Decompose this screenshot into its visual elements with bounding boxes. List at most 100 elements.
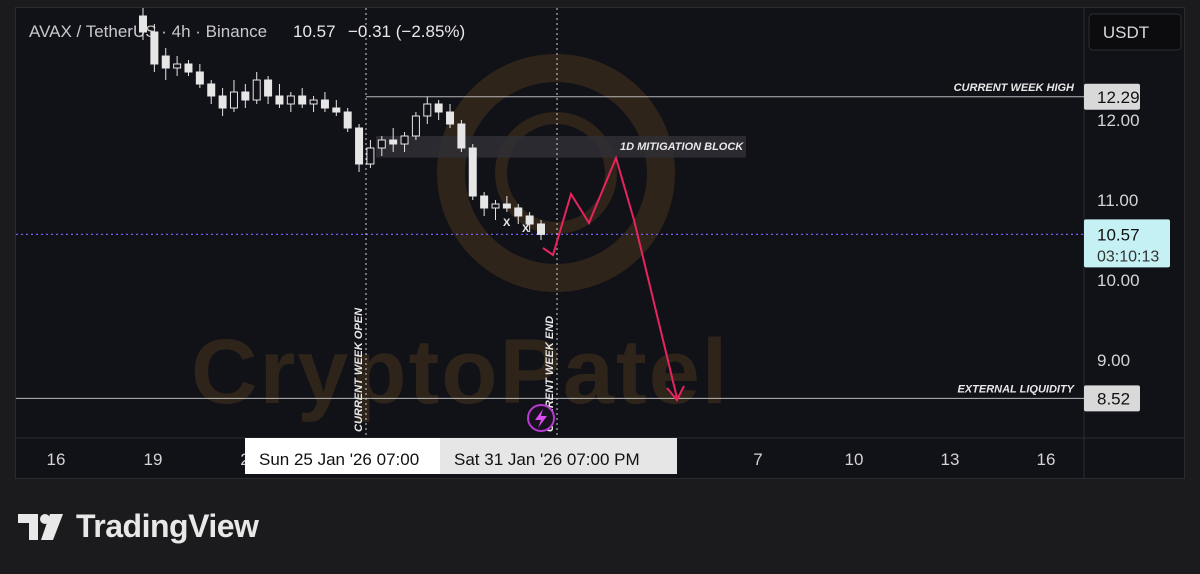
candle-body [411, 115, 420, 137]
badge-bg [1084, 83, 1140, 110]
mitigation-block-zone [376, 136, 746, 158]
candle [195, 64, 204, 88]
candle-body [139, 15, 147, 33]
candle [514, 204, 523, 224]
candle [309, 96, 318, 112]
x-marker: X [503, 217, 511, 229]
time-tooltip-label: Sun 25 Jan '26 07:00 [259, 450, 419, 469]
candle-body [286, 95, 295, 105]
level-label: EXTERNAL LIQUIDITY [957, 383, 1075, 395]
candle [525, 212, 534, 232]
watermark: CryptoPatel [191, 54, 729, 423]
candle [286, 92, 295, 112]
candle-body [377, 139, 386, 149]
time-axis-tick: 7 [753, 450, 762, 469]
candle [468, 144, 477, 200]
time-axis-tick: 13 [941, 450, 960, 469]
chart-panel[interactable]: CryptoPatel AVAX / TetherUS · 4h · Binan… [15, 7, 1185, 479]
candle [537, 220, 545, 240]
time-axis-tick: 10 [845, 450, 864, 469]
candle [366, 140, 375, 168]
candle [173, 56, 182, 76]
candle-body [195, 71, 204, 85]
badge-value: 12.29 [1097, 88, 1140, 107]
candle [434, 100, 443, 120]
candle-body [252, 79, 261, 101]
projection-arrowhead [666, 385, 685, 402]
candle [377, 136, 386, 156]
candle [423, 96, 432, 124]
candle-body [298, 95, 307, 105]
candle-body [525, 215, 534, 225]
candle [411, 112, 420, 140]
candle-body [389, 139, 398, 145]
candle-body [173, 63, 182, 69]
candle-body [514, 207, 523, 217]
candle [184, 60, 193, 76]
level-price-badge: 12.29 [1084, 83, 1140, 110]
candle [491, 200, 500, 220]
price-change: −0.31 (−2.85%) [348, 22, 465, 41]
candle-body [275, 95, 284, 105]
vertical-marker-label: CURRENT WEEK OPEN [353, 307, 365, 432]
last-price: 10.57 [293, 22, 336, 41]
candle-body [343, 111, 352, 129]
candle [320, 92, 329, 112]
time-tooltip-label: Sat 31 Jan '26 07:00 PM [454, 450, 640, 469]
time-tooltip: Sat 31 Jan '26 07:00 PM [440, 438, 677, 474]
candle [139, 8, 147, 40]
tradingview-wordmark: TradingView [76, 508, 259, 544]
candle [218, 88, 227, 116]
badge-value: 10.57 [1097, 225, 1140, 244]
watermark-coin-icon [437, 54, 675, 292]
time-axis-tick: 16 [47, 450, 66, 469]
tradingview-logo[interactable]: TradingView [18, 508, 259, 545]
candle-body [366, 147, 375, 165]
badge-countdown: 03:10:13 [1097, 248, 1159, 265]
time-tooltip-bg [245, 438, 441, 474]
candle [480, 192, 489, 216]
candle [229, 80, 238, 112]
candle [355, 124, 364, 172]
lightning-icon[interactable] [527, 404, 555, 432]
vertical-marker-label: CURRENT WEEK END [544, 316, 556, 432]
candle [332, 100, 341, 116]
candle [275, 84, 284, 108]
currency-button-label: USDT [1103, 23, 1149, 42]
candle-body [355, 127, 364, 165]
watermark-text: CryptoPatel [191, 321, 729, 423]
candle [207, 80, 216, 104]
candle-body [218, 95, 227, 109]
candle-body [161, 55, 170, 69]
price-axis-tick: 9.00 [1097, 351, 1130, 370]
badge-bg [1084, 219, 1170, 268]
candle [150, 24, 159, 72]
candle-body [537, 223, 545, 235]
candle-body [229, 91, 238, 109]
candle [252, 72, 261, 104]
candle [446, 104, 455, 128]
price-chart[interactable]: CryptoPatel AVAX / TetherUS · 4h · Binan… [16, 8, 1185, 479]
time-axis-tick: 19 [144, 450, 163, 469]
level-price-badge: 8.52 [1084, 385, 1140, 412]
candle [400, 132, 409, 152]
x-marker: X [522, 223, 530, 235]
level-label: CURRENT WEEK HIGH [954, 82, 1075, 94]
candle-body [264, 79, 273, 97]
current-price-badge: 10.57 03:10:13 [1084, 219, 1170, 268]
candle [298, 88, 307, 108]
price-axis-tick: 12.00 [1097, 111, 1140, 130]
currency-button[interactable]: USDT [1088, 13, 1182, 51]
candle-body [400, 135, 409, 145]
symbol-title: AVAX / TetherUS · 4h · Binance [29, 22, 267, 41]
time-tooltip-bg [440, 438, 677, 474]
candle [457, 120, 466, 152]
candle-body [423, 103, 432, 117]
candle-body [207, 83, 216, 97]
candle-body [184, 63, 193, 73]
candle [241, 84, 250, 108]
candle-body [434, 103, 443, 113]
tradingview-logo-icon [18, 513, 63, 540]
candle [161, 48, 170, 80]
candle [264, 76, 273, 104]
